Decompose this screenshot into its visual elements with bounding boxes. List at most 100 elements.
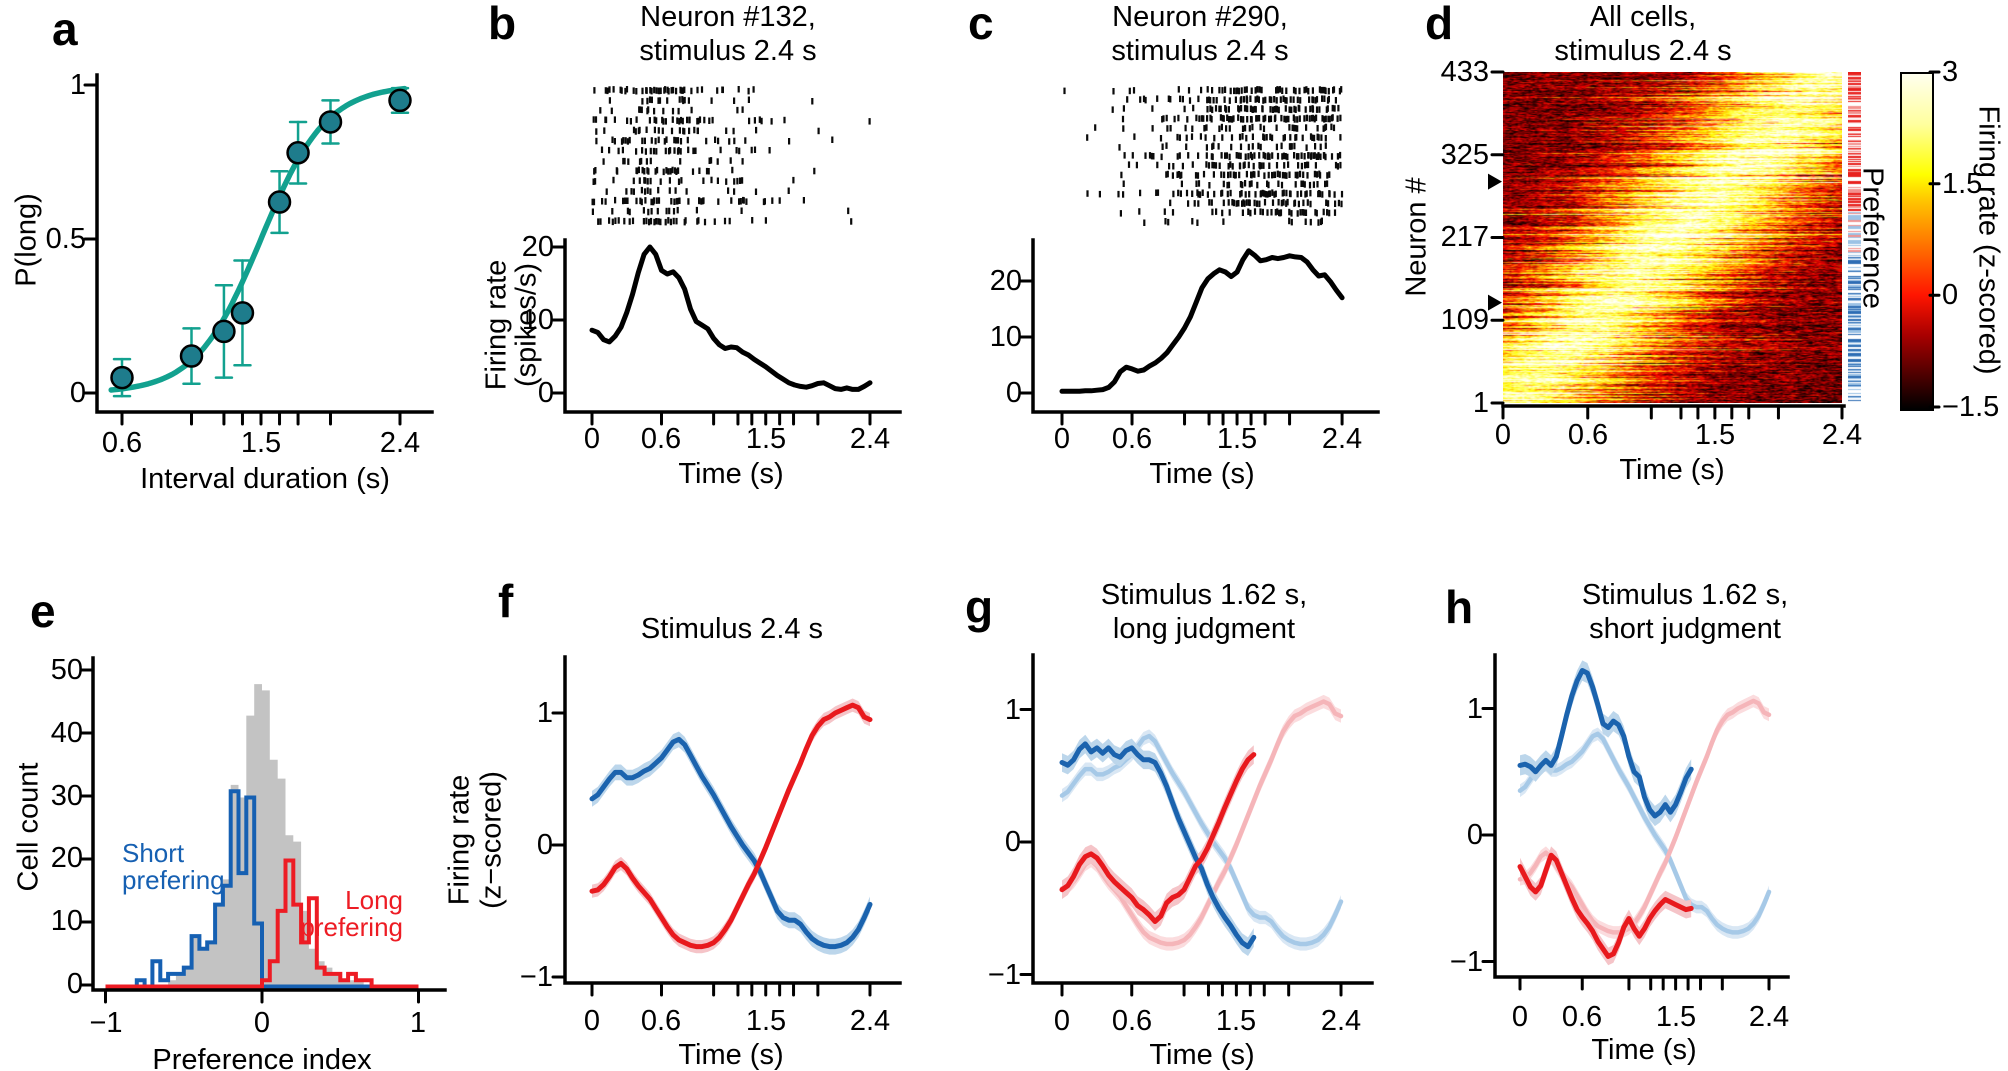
long-prefering-annotation-line1: Long bbox=[345, 885, 403, 915]
h-title-line2: short judgment bbox=[1589, 613, 1781, 645]
panel-f-stimulus-2-4: f Stimulus 2.4 s Firing rate (z−scored) … bbox=[440, 540, 960, 1071]
h-x-axis-label: Time (s) bbox=[1591, 1034, 1697, 1066]
f-title: Stimulus 2.4 s bbox=[640, 613, 824, 645]
h-title-line1: Stimulus 1.62 s, bbox=[1581, 579, 1789, 611]
population-traces-2-4s-plot bbox=[551, 655, 902, 997]
b-ytick: 20 bbox=[521, 230, 554, 263]
panel-letter-a: a bbox=[52, 3, 78, 55]
b-xtick: 0 bbox=[583, 423, 601, 455]
c-xtick: 1.5 bbox=[1216, 423, 1258, 455]
b-ytick: 10 bbox=[521, 303, 554, 336]
c-title-line2: stimulus 2.4 s bbox=[1111, 35, 1289, 67]
b-title-line1: Neuron #132, bbox=[640, 1, 816, 33]
e-xtick: 1 bbox=[409, 1007, 427, 1039]
colorbar bbox=[1900, 72, 1934, 411]
panel-g-long-judgment: g Stimulus 1.62 s, long judgment 1 0 −1 … bbox=[960, 540, 1420, 1071]
f-xtick: 0 bbox=[583, 1005, 601, 1037]
d-xtick: 0 bbox=[1494, 419, 1512, 451]
g-xtick: 0.6 bbox=[1111, 1005, 1153, 1037]
neuron-290-raster-psth-plot bbox=[1019, 86, 1380, 426]
panel-letter-e: e bbox=[30, 585, 56, 637]
panel-letter-g: g bbox=[965, 581, 994, 633]
g-xtick: 0 bbox=[1053, 1005, 1071, 1037]
f-xtick: 2.4 bbox=[849, 1005, 891, 1037]
d-ytick: 433 bbox=[1440, 55, 1489, 88]
a-ytick: 0.5 bbox=[45, 222, 86, 255]
colorbar-label: Firing rate (z-scored) bbox=[1972, 105, 2005, 375]
short-prefering-annotation-line2: prefering bbox=[122, 865, 225, 895]
b-xtick: 0.6 bbox=[640, 423, 682, 455]
c-ytick: 10 bbox=[989, 320, 1022, 353]
f-y-axis-label-line2: (z−scored) bbox=[475, 771, 508, 909]
c-xtick: 2.4 bbox=[1321, 423, 1363, 455]
neuron-132-raster-psth-plot bbox=[551, 86, 902, 426]
panel-a-psychometric: a P(long) 1 0.5 0 0.6 1.5 2.4 Interval d… bbox=[0, 0, 480, 535]
panel-letter-d: d bbox=[1425, 0, 1454, 49]
c-ytick: 0 bbox=[1005, 376, 1022, 409]
c-title-line1: Neuron #290, bbox=[1112, 1, 1288, 33]
h-ytick: −1 bbox=[1449, 945, 1483, 978]
d-ytick: 217 bbox=[1440, 220, 1489, 253]
colorbar-tick: −1.5 bbox=[1942, 390, 2000, 423]
h-ytick: 1 bbox=[1466, 692, 1483, 725]
d-title-line2: stimulus 2.4 s bbox=[1554, 35, 1732, 67]
g-title-line1: Stimulus 1.62 s, bbox=[1100, 579, 1308, 611]
d-ytick: 325 bbox=[1440, 138, 1489, 171]
psychometric-plot bbox=[83, 73, 434, 426]
a-x-axis-label: Interval duration (s) bbox=[140, 463, 390, 495]
g-xtick: 2.4 bbox=[1320, 1005, 1362, 1037]
a-xtick: 0.6 bbox=[101, 427, 143, 459]
e-ytick: 30 bbox=[50, 779, 83, 812]
panel-letter-b: b bbox=[488, 0, 517, 49]
f-x-axis-label: Time (s) bbox=[678, 1039, 784, 1071]
heatmap-axes bbox=[1488, 70, 1941, 420]
long-judgment-traces-plot bbox=[1019, 653, 1374, 997]
panel-h-short-judgment: h Stimulus 1.62 s, short judgment 1 0 −1… bbox=[1420, 540, 2008, 1071]
preference-strip-label: Preference bbox=[1856, 167, 1889, 309]
f-xtick: 1.5 bbox=[745, 1005, 787, 1037]
h-xtick: 2.4 bbox=[1748, 1001, 1790, 1033]
d-ytick: 109 bbox=[1440, 303, 1489, 336]
panel-e-preference-histogram: e Cell count 50 40 30 20 10 0 −1 0 1 Pre… bbox=[0, 540, 480, 1071]
d-xtick: 0.6 bbox=[1567, 419, 1609, 451]
colorbar-tick: 1.5 bbox=[1942, 167, 1983, 200]
e-ytick: 0 bbox=[66, 967, 83, 1000]
c-ytick: 20 bbox=[989, 264, 1022, 297]
c-xtick: 0.6 bbox=[1111, 423, 1153, 455]
panel-b-neuron-132: b Neuron #132, stimulus 2.4 s Firing rat… bbox=[480, 0, 960, 535]
a-xtick: 2.4 bbox=[379, 427, 421, 459]
g-x-axis-label: Time (s) bbox=[1149, 1039, 1255, 1071]
f-xtick: 0.6 bbox=[640, 1005, 682, 1037]
b-title-line2: stimulus 2.4 s bbox=[639, 35, 817, 67]
colorbar-tick: 3 bbox=[1942, 55, 1959, 88]
b-x-axis-label: Time (s) bbox=[678, 458, 784, 490]
short-prefering-annotation-line1: Short bbox=[122, 838, 185, 868]
g-ytick: 0 bbox=[1004, 825, 1021, 858]
f-ytick: 0 bbox=[536, 828, 553, 861]
a-ytick: 1 bbox=[69, 68, 86, 101]
preference-strip-canvas bbox=[1848, 72, 1861, 403]
h-xtick: 0 bbox=[1511, 1001, 1529, 1033]
heatmap-canvas bbox=[1503, 72, 1842, 403]
a-xtick: 1.5 bbox=[240, 427, 282, 459]
e-xtick: 0 bbox=[253, 1007, 271, 1039]
g-ytick: 1 bbox=[1004, 693, 1021, 726]
f-ytick: −1 bbox=[519, 960, 553, 993]
a-ytick: 0 bbox=[69, 376, 86, 409]
f-y-axis-label-line1: Firing rate bbox=[443, 774, 476, 906]
g-xtick: 1.5 bbox=[1215, 1005, 1257, 1037]
d-ytick: 1 bbox=[1472, 386, 1489, 419]
b-xtick: 2.4 bbox=[849, 423, 891, 455]
c-xtick: 0 bbox=[1053, 423, 1071, 455]
g-title-line2: long judgment bbox=[1112, 613, 1296, 645]
b-ytick: 0 bbox=[537, 376, 554, 409]
c-x-axis-label: Time (s) bbox=[1149, 458, 1255, 490]
d-title-line1: All cells, bbox=[1589, 1, 1697, 33]
h-xtick: 1.5 bbox=[1655, 1001, 1697, 1033]
e-ytick: 10 bbox=[50, 904, 83, 937]
e-ytick: 40 bbox=[50, 716, 83, 749]
colorbar-tick: 0 bbox=[1942, 278, 1959, 311]
b-xtick: 1.5 bbox=[745, 423, 787, 455]
e-ytick: 50 bbox=[50, 653, 83, 686]
